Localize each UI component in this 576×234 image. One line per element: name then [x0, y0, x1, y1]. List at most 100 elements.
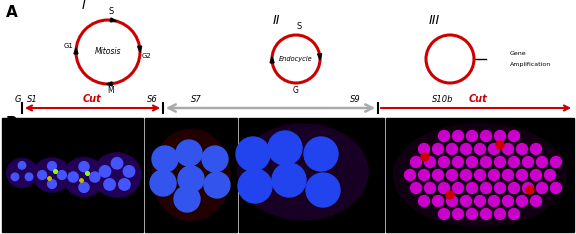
Circle shape	[90, 172, 100, 182]
Circle shape	[99, 166, 111, 177]
Circle shape	[174, 186, 200, 212]
Polygon shape	[138, 46, 142, 52]
Circle shape	[522, 157, 533, 168]
Ellipse shape	[238, 124, 368, 220]
Ellipse shape	[33, 158, 71, 192]
Circle shape	[522, 183, 533, 194]
Circle shape	[446, 191, 454, 199]
Circle shape	[517, 169, 528, 180]
Text: G1: G1	[64, 43, 74, 49]
Circle shape	[495, 131, 506, 142]
Circle shape	[306, 173, 340, 207]
Circle shape	[509, 131, 520, 142]
Circle shape	[453, 131, 464, 142]
Circle shape	[488, 143, 499, 154]
Circle shape	[12, 173, 19, 181]
Circle shape	[152, 146, 178, 172]
Circle shape	[467, 183, 478, 194]
Polygon shape	[110, 18, 116, 22]
Text: S1: S1	[26, 95, 37, 103]
Text: Endocycle: Endocycle	[279, 56, 313, 62]
Circle shape	[509, 208, 520, 219]
Polygon shape	[74, 48, 78, 54]
Polygon shape	[270, 57, 274, 63]
Circle shape	[517, 195, 528, 206]
Circle shape	[123, 166, 135, 177]
Circle shape	[467, 131, 478, 142]
Circle shape	[438, 183, 449, 194]
Circle shape	[268, 131, 302, 165]
Circle shape	[488, 195, 499, 206]
Circle shape	[119, 179, 130, 190]
Text: S: S	[297, 22, 302, 31]
Circle shape	[202, 146, 228, 172]
Circle shape	[480, 131, 491, 142]
Circle shape	[530, 195, 541, 206]
Bar	[386, 118, 574, 232]
Circle shape	[425, 183, 435, 194]
Bar	[239, 118, 384, 232]
Circle shape	[480, 157, 491, 168]
Text: S7: S7	[191, 95, 202, 103]
Circle shape	[544, 169, 555, 180]
Circle shape	[475, 195, 486, 206]
Text: Gene: Gene	[510, 51, 526, 56]
Circle shape	[526, 186, 534, 194]
Circle shape	[509, 183, 520, 194]
Circle shape	[530, 143, 541, 154]
Circle shape	[404, 169, 415, 180]
Circle shape	[37, 171, 47, 179]
Circle shape	[453, 183, 464, 194]
Text: G: G	[293, 86, 299, 95]
Circle shape	[18, 162, 26, 169]
Circle shape	[236, 137, 270, 171]
Circle shape	[446, 195, 457, 206]
Circle shape	[419, 169, 430, 180]
Text: III: III	[429, 14, 439, 27]
Circle shape	[421, 153, 429, 161]
Text: B: B	[6, 116, 18, 131]
Circle shape	[411, 183, 422, 194]
Circle shape	[536, 157, 548, 168]
Circle shape	[530, 169, 541, 180]
Bar	[2, 118, 143, 232]
Circle shape	[48, 180, 56, 188]
Circle shape	[480, 183, 491, 194]
Circle shape	[460, 143, 472, 154]
Circle shape	[446, 169, 457, 180]
Ellipse shape	[93, 153, 141, 197]
Text: I: I	[82, 0, 86, 12]
Ellipse shape	[393, 124, 566, 226]
Circle shape	[411, 157, 422, 168]
Circle shape	[304, 137, 338, 171]
Circle shape	[438, 157, 449, 168]
Circle shape	[475, 143, 486, 154]
Circle shape	[453, 157, 464, 168]
Circle shape	[176, 140, 202, 166]
Circle shape	[467, 157, 478, 168]
Circle shape	[480, 208, 491, 219]
Circle shape	[204, 172, 230, 198]
Circle shape	[438, 208, 449, 219]
Ellipse shape	[152, 129, 230, 221]
Circle shape	[453, 208, 464, 219]
Circle shape	[104, 179, 115, 190]
Circle shape	[79, 182, 89, 192]
Text: Amplification: Amplification	[510, 62, 551, 67]
Circle shape	[272, 163, 306, 197]
Circle shape	[502, 143, 513, 154]
Circle shape	[58, 171, 66, 179]
Circle shape	[551, 157, 562, 168]
Circle shape	[238, 169, 272, 203]
Polygon shape	[106, 82, 112, 86]
Circle shape	[111, 157, 123, 169]
Circle shape	[438, 131, 449, 142]
Circle shape	[446, 143, 457, 154]
Circle shape	[433, 169, 444, 180]
Circle shape	[25, 173, 33, 181]
Circle shape	[178, 166, 204, 192]
Circle shape	[495, 208, 506, 219]
Circle shape	[488, 169, 499, 180]
Text: G: G	[15, 95, 21, 103]
Polygon shape	[317, 54, 321, 60]
